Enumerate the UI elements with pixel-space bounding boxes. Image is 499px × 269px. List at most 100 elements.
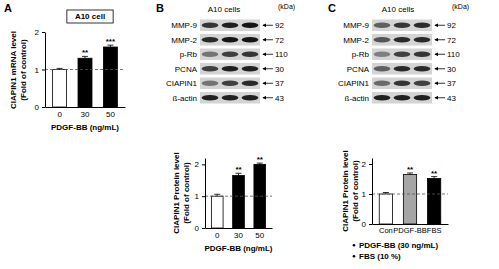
bar	[427, 178, 440, 224]
title-box	[67, 10, 113, 23]
tick-label: 2	[35, 28, 40, 37]
y-axis-title: (Fold of control)	[351, 160, 360, 222]
x-tick: 30	[81, 110, 90, 119]
blot-strip	[200, 63, 260, 75]
blot-band	[222, 22, 239, 28]
blot-title: A10 cells	[382, 5, 414, 14]
tick-label: 50	[106, 110, 115, 119]
arrow	[435, 25, 445, 26]
tick-label: 2	[362, 160, 367, 169]
blot-band	[394, 95, 411, 101]
x-axis-title: PDGF-BB (ng/mL)	[205, 244, 273, 253]
figure: ABCA10 cells(kDa)MMP-992MMP-272p-Rb110PC…	[0, 0, 499, 269]
western-blot: A10 cells(kDa)MMP-992MMP-272p-Rb110PCNA3…	[166, 3, 295, 104]
blot-band	[374, 66, 391, 72]
kda-label: 110	[275, 50, 288, 59]
axis-line	[205, 159, 206, 229]
x-tick: 30	[234, 231, 243, 240]
axis-line	[372, 159, 373, 225]
reference-line	[45, 69, 125, 70]
error-cap	[57, 68, 63, 69]
blot-band	[242, 22, 259, 28]
x-tick: Con	[379, 226, 393, 235]
tick-label: 0	[362, 220, 367, 229]
y-axis: 0 1 2	[35, 28, 46, 112]
protein-label: CIAPIN1	[166, 79, 198, 88]
blot-band	[374, 37, 391, 43]
blot-unit: (kDa)	[278, 3, 295, 11]
protein-label: CIAPIN1	[338, 79, 370, 88]
significance: **	[431, 169, 438, 178]
tick-mark	[202, 164, 205, 165]
reference-line	[205, 196, 272, 197]
protein-label: MMP-9	[171, 21, 197, 30]
blot-strip	[200, 78, 260, 90]
bullet	[353, 255, 356, 258]
y-tick: 1	[195, 192, 205, 201]
y-tick: 2	[195, 160, 205, 169]
tick-mark	[202, 228, 205, 229]
kda-label: 72	[447, 36, 456, 45]
blot-band	[414, 51, 431, 57]
y-tick: 0	[362, 220, 372, 229]
blot-band	[242, 80, 259, 86]
axis-line	[46, 107, 126, 108]
tick-label: 1	[195, 192, 200, 201]
tick-label: 30	[234, 231, 243, 240]
arrow	[263, 83, 273, 84]
blot-band	[394, 80, 411, 86]
blot-band	[202, 95, 219, 101]
axis-line	[45, 33, 46, 108]
western-blot: A10 cells(kDa)MMP-992MMP-272p-Rb110PCNA3…	[338, 3, 469, 104]
arrow	[435, 68, 445, 69]
blot-strip	[372, 34, 432, 46]
bar	[403, 175, 416, 225]
x-tick: FBS	[427, 226, 442, 235]
blot-band	[222, 80, 239, 86]
tick-label: 0	[35, 103, 40, 112]
protein-label: ß-actin	[345, 94, 369, 103]
significance: **	[257, 155, 264, 164]
bar	[78, 58, 92, 107]
panel-label: B	[156, 2, 164, 14]
blot-band	[414, 66, 431, 72]
blot-band	[242, 37, 259, 43]
tick-label: PDGF-BB	[393, 226, 426, 235]
tick-label: 0	[57, 110, 62, 119]
blot-band	[414, 80, 431, 86]
blot-strip	[372, 49, 432, 61]
arrow	[435, 97, 445, 98]
protein-label: MMP-9	[343, 21, 369, 30]
tick-label: 1	[35, 66, 40, 75]
y-tick: 0	[35, 103, 45, 112]
tick-label: Con	[379, 226, 393, 235]
plot-area	[372, 173, 448, 224]
y-axis-title: CIAPIN1 mRNA level	[9, 31, 18, 109]
protein-label: PCNA	[347, 65, 370, 74]
blot-band	[242, 66, 259, 72]
tick-label: 50	[255, 231, 264, 240]
blot-strip	[200, 92, 260, 104]
blot-band	[222, 51, 239, 57]
chart-title: A10 cell	[75, 12, 105, 21]
x-tick: 0	[215, 231, 220, 240]
blot-strip	[372, 78, 432, 90]
blot-band	[222, 66, 239, 72]
blot-unit: (kDa)	[452, 3, 469, 11]
significance: ***	[106, 37, 116, 46]
tick-label: 0	[215, 231, 220, 240]
bar	[379, 194, 392, 224]
error-cap	[214, 194, 220, 195]
bar	[53, 70, 67, 108]
error-cap	[383, 192, 389, 193]
bar-chart: 01203050****CIAPIN1 Protein level(Fold o…	[172, 152, 273, 253]
tick-label: FBS	[427, 226, 442, 235]
blot-band	[374, 95, 391, 101]
tick-mark	[369, 224, 372, 225]
protein-label: MMP-2	[343, 36, 369, 45]
y-axis-title: CIAPIN1 Protein level	[341, 150, 350, 231]
blot-title: A10 cells	[208, 5, 240, 14]
tick-mark	[369, 194, 372, 195]
blot-band	[202, 37, 219, 43]
blot-band	[414, 22, 431, 28]
